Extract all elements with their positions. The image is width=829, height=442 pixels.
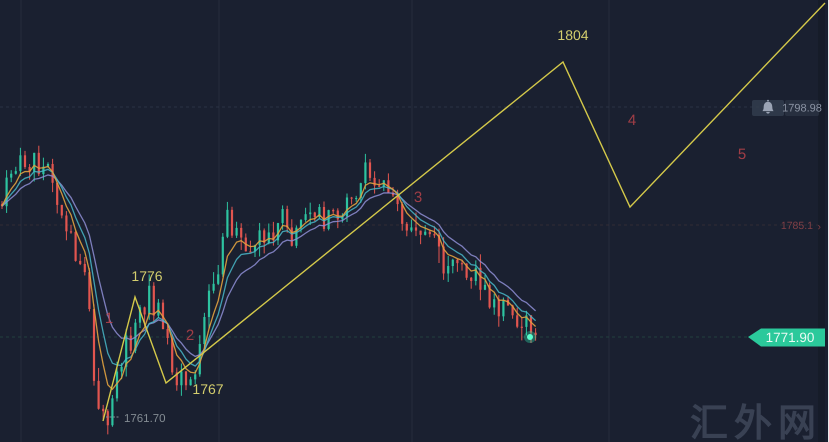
svg-text:2: 2 — [186, 327, 194, 344]
svg-text:1785.1: 1785.1 — [781, 220, 813, 232]
svg-text:1771.90: 1771.90 — [766, 330, 815, 345]
svg-text:5: 5 — [738, 146, 746, 163]
svg-text:1761.70: 1761.70 — [124, 413, 166, 425]
svg-text:1804: 1804 — [557, 27, 588, 43]
svg-text:1798.98: 1798.98 — [782, 102, 822, 114]
svg-text:1776: 1776 — [131, 268, 162, 284]
svg-text:1: 1 — [105, 310, 113, 327]
svg-text:›: › — [818, 221, 822, 233]
svg-text:3: 3 — [414, 189, 422, 206]
svg-text:1767: 1767 — [192, 381, 223, 397]
svg-text:4: 4 — [628, 112, 636, 129]
